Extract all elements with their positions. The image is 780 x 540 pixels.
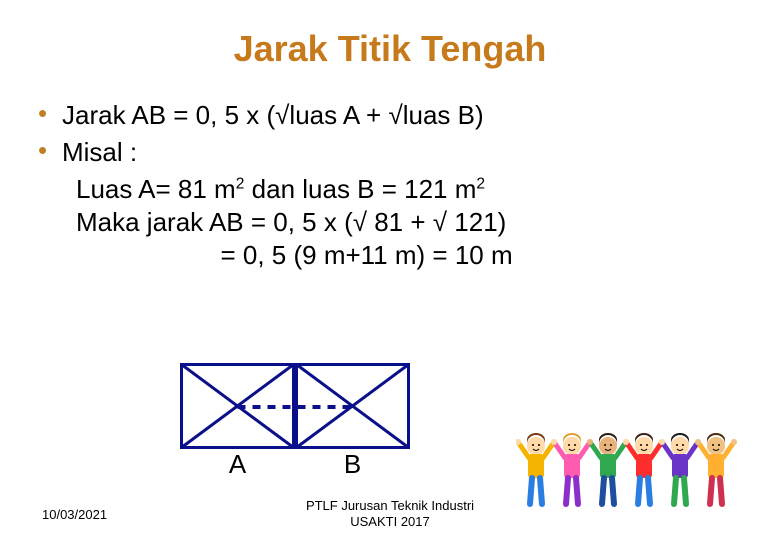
children-clipart	[516, 420, 756, 530]
footer-line: USAKTI 2017	[350, 514, 430, 529]
diagram: AB	[180, 363, 410, 478]
footer-line: PTLF Jurusan Teknik Industri	[306, 498, 474, 513]
sub-line: = 0, 5 (9 m+11 m) = 10 m	[76, 240, 750, 271]
sub-line: Luas A= 81 m2 dan luas B = 121 m2	[76, 174, 750, 205]
sub-list: Luas A= 81 m2 dan luas B = 121 m2 Maka j…	[76, 174, 750, 271]
svg-text:B: B	[344, 449, 361, 478]
bullet-list: Jarak AB = 0, 5 x (√luas A + √luas B) Mi…	[38, 100, 750, 168]
svg-text:A: A	[229, 449, 247, 478]
bullet-item: Jarak AB = 0, 5 x (√luas A + √luas B)	[38, 100, 750, 131]
bullet-item: Misal :	[38, 137, 750, 168]
sub-line: Maka jarak AB = 0, 5 x (√ 81 + √ 121)	[76, 207, 750, 238]
page-title: Jarak Titik Tengah	[30, 28, 750, 70]
